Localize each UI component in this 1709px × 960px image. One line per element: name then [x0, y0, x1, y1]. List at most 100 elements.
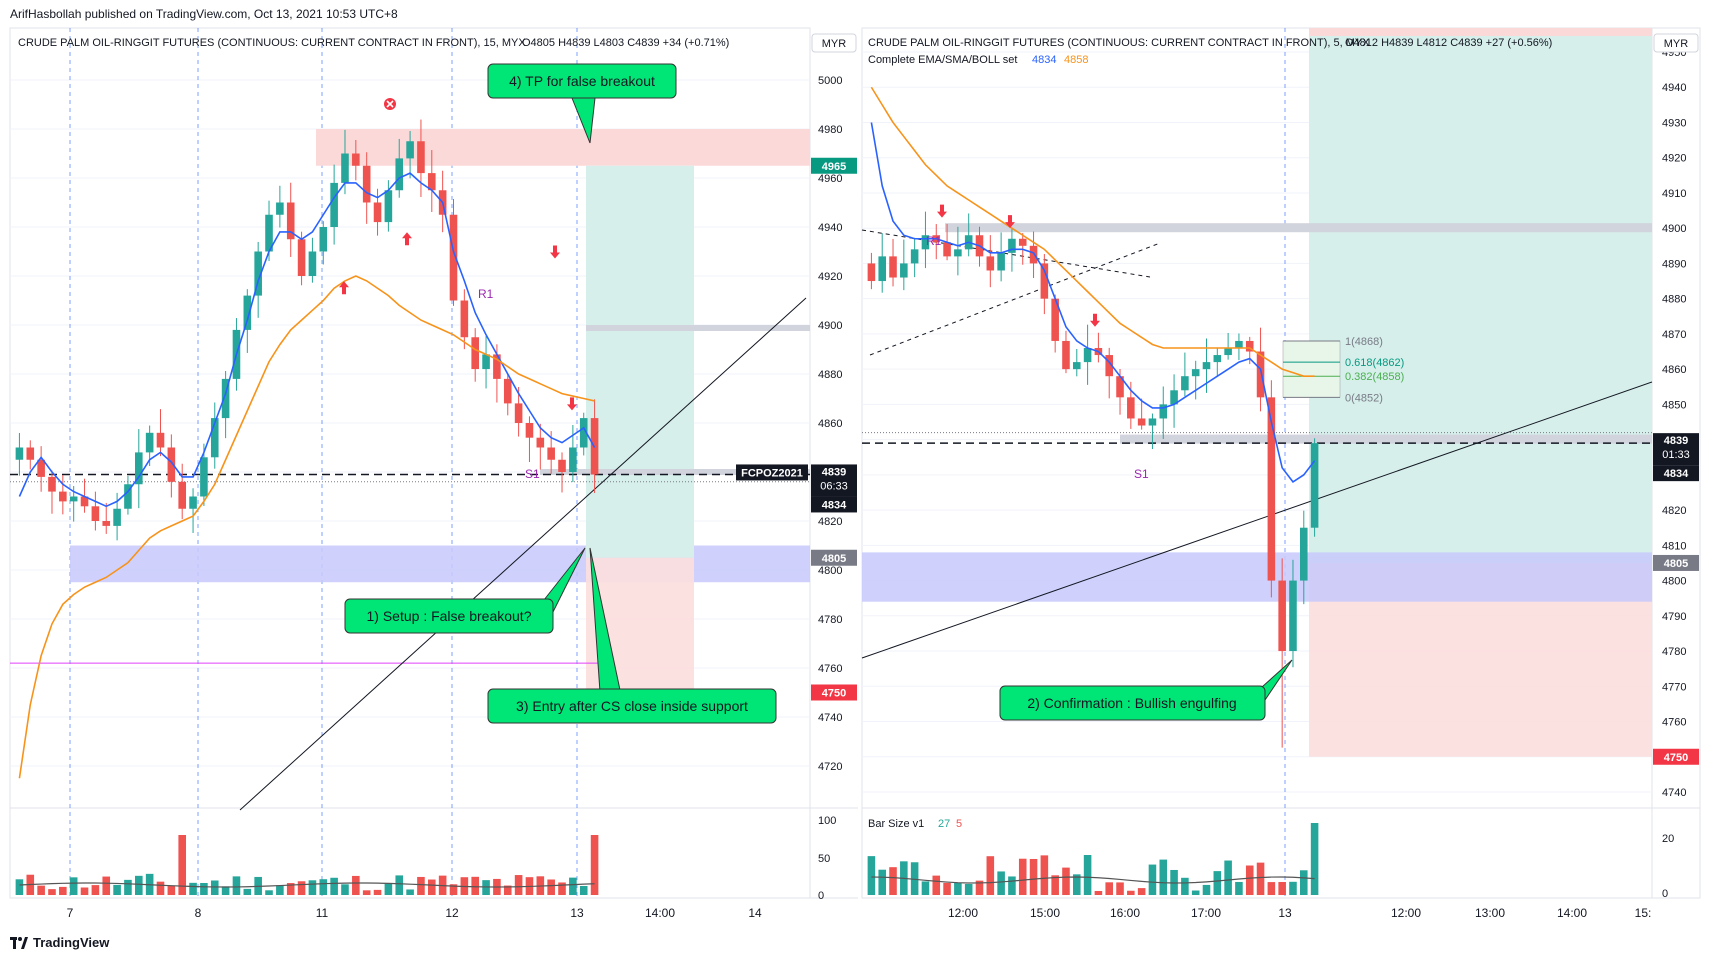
right-candle-body: [1245, 340, 1254, 352]
right-fib-label-382: 0.382(4858): [1345, 371, 1404, 383]
right-emas: [870, 86, 1316, 483]
right-volume-bar: [878, 869, 886, 895]
right-volume-bar: [889, 867, 897, 895]
right-ema-slow-line: [870, 86, 1315, 377]
right-support-zone: [862, 552, 1652, 602]
right-volume-bar: [932, 875, 941, 895]
left-volume-bar: [80, 887, 89, 895]
left-target-box: [586, 165, 694, 558]
right-last-price-label: 4839: [1664, 435, 1688, 447]
right-y-tick-label: 4790: [1662, 611, 1686, 623]
left-y-tick-label: 5000: [818, 75, 842, 87]
right-confirm-callout: 2) Confirmation : Bullish engulfing: [1027, 695, 1236, 711]
right-candle-body: [954, 249, 962, 257]
left-volume-bar: [221, 886, 230, 895]
left-entry-price-label: 4805: [822, 553, 846, 565]
left-vol-tick-label: 50: [818, 853, 830, 865]
left-volume-bar: [449, 884, 458, 895]
left-symbol-bg: [736, 464, 808, 481]
left-currency-box[interactable]: [811, 33, 857, 53]
right-candle-body: [900, 263, 908, 278]
right-x-tick-label: 12:00: [1391, 906, 1421, 920]
left-volume-bar: [297, 881, 306, 895]
left-volume-bar: [558, 882, 566, 895]
right-volume-bar: [1127, 890, 1135, 895]
right-x-tick-label: 15:: [1635, 906, 1652, 920]
left-volume-bar: [113, 884, 121, 895]
left-candle-body: [26, 447, 35, 460]
right-vol-indicator-name: Bar Size v1: [868, 818, 924, 830]
right-y-tick-label: 4770: [1662, 681, 1686, 693]
left-candle-body: [145, 432, 154, 453]
right-fib-box: [1282, 340, 1341, 398]
left-candle-body: [200, 457, 208, 497]
left-ema-fast-line: [18, 172, 596, 508]
right-volume-bar: [997, 871, 1005, 895]
down-arrow-icon: [1005, 215, 1015, 229]
right-volume-bar: [1159, 859, 1168, 895]
right-volume-bar: [1289, 881, 1297, 895]
left-y-tick-label: 4720: [818, 761, 842, 773]
right-volume-bar: [910, 862, 919, 895]
left-last-price-label: 4839: [822, 466, 846, 478]
right-y-tick-label: 4820: [1662, 505, 1686, 517]
brand-footer: TradingView: [10, 935, 109, 950]
left-tp-callout: 4) TP for false breakout: [509, 73, 655, 89]
left-volume-bar: [352, 875, 360, 895]
left-x-tick-label: 14:00: [645, 906, 675, 920]
left-x-tick-label: 14: [748, 906, 762, 920]
left-volume-bar: [167, 885, 176, 895]
right-candle-body: [1127, 397, 1135, 419]
left-y-tick-label: 4800: [818, 565, 842, 577]
right-indicator-v1: 4834: [1032, 54, 1056, 66]
right-zones: 1(4868) 0.618(4862) 0.382(4858) 0(4852): [861, 28, 1653, 757]
left-candle-body: [536, 437, 545, 448]
right-candle-body: [1213, 355, 1222, 363]
left-candle-body: [276, 202, 284, 215]
right-currency-box[interactable]: [1653, 33, 1699, 53]
left-candle-body: [178, 481, 187, 509]
right-candle-body: [1278, 580, 1286, 652]
right-fib-label-1: 1(4868): [1345, 336, 1383, 348]
right-candle-body: [1040, 263, 1049, 299]
left-y-tick-label: 4900: [818, 320, 842, 332]
left-price-axis: 5000498049604940492049004880486048404820…: [736, 75, 857, 773]
left-volume-bar: [514, 875, 523, 895]
right-fib-label-0: 0(4852): [1345, 392, 1383, 404]
left-volume-bar: [124, 879, 132, 895]
left-candle-body: [156, 432, 165, 448]
right-y-tick-label: 4900: [1662, 223, 1686, 235]
right-sl-price-label: 4750: [1664, 752, 1688, 764]
right-ohlc: O4812 H4839 L4812 C4839 +27 (+0.56%): [1345, 37, 1552, 49]
right-volume-bar: [1245, 865, 1254, 895]
left-candle-body: [482, 354, 490, 370]
right-volume-bar: [1073, 874, 1081, 895]
right-ema-fast-line: [870, 122, 1316, 483]
right-candle-body: [921, 235, 930, 250]
left-candle-body: [406, 141, 414, 159]
right-candle-body: [1051, 298, 1059, 341]
right-x-tick-label: 15:00: [1030, 906, 1060, 920]
left-ema-slow-line: [18, 275, 595, 779]
left-candle-body: [514, 403, 523, 423]
right-candle-body: [997, 252, 1005, 271]
left-candle-body: [102, 521, 111, 526]
left-volume-bar: [471, 876, 480, 895]
right-volume-bar: [1224, 860, 1232, 895]
left-candle-body: [37, 459, 45, 477]
down-arrow-icon: [550, 245, 560, 259]
right-candle-body: [1191, 369, 1200, 377]
left-volume-bar: [69, 877, 78, 895]
up-arrow-icon: [402, 232, 412, 246]
right-candles: [867, 211, 1319, 748]
left-volume-bar: [308, 880, 317, 895]
right-top-red-strip: [1309, 28, 1652, 36]
right-volume-bar: [1310, 823, 1319, 895]
left-volume-bar: [286, 883, 295, 895]
right-y-tick-label: 4940: [1662, 82, 1686, 94]
right-volume-bar: [1256, 862, 1265, 895]
right-candle-body: [889, 256, 897, 278]
left-candle-body: [384, 190, 393, 223]
right-candle-body: [867, 263, 876, 282]
